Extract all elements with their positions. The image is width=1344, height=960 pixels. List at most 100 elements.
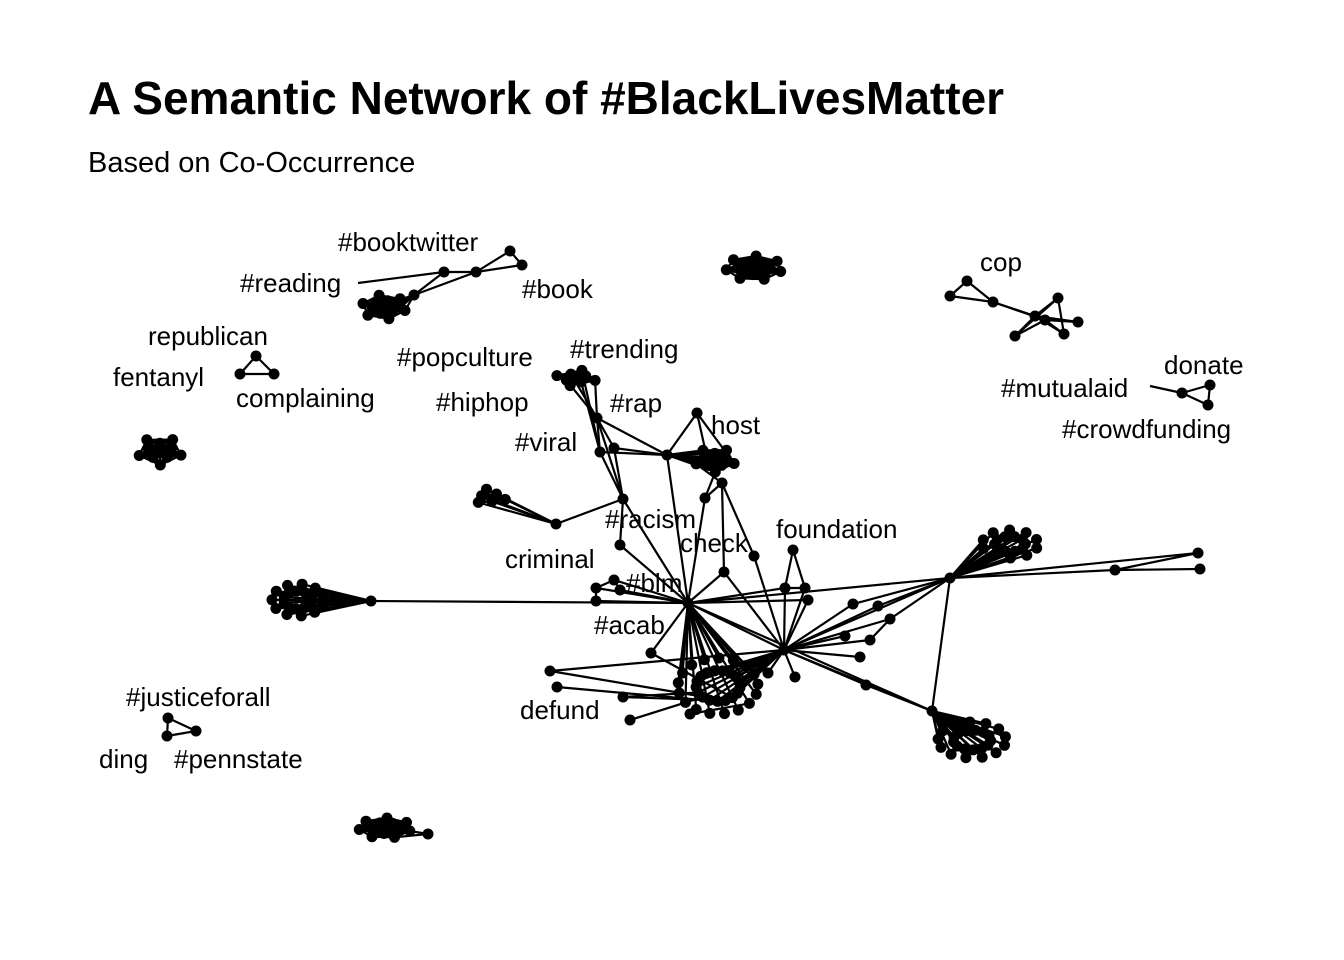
graph-edge: [622, 691, 699, 699]
node-label-trending: #trending: [570, 334, 678, 364]
graph-edge: [686, 497, 707, 604]
graph-node: [1009, 330, 1021, 342]
chart-subtitle: Based on Co-Occurrence: [88, 147, 416, 179]
graph-node: [719, 708, 730, 720]
graph-node: [154, 437, 166, 449]
graph-edge: [619, 588, 689, 605]
graph-node: [1052, 292, 1064, 304]
graph-node: [976, 743, 988, 754]
graph-node: [985, 735, 997, 747]
graph-node: [960, 752, 972, 764]
node-label-viral: #viral: [515, 427, 577, 457]
graph-edge: [949, 568, 1116, 580]
graph-node: [360, 815, 372, 827]
graph-edge: [687, 601, 933, 713]
graph-node: [682, 597, 694, 609]
graph-node: [365, 595, 377, 607]
graph-node: [691, 407, 703, 419]
graph-node: [926, 705, 938, 717]
graph-node: [720, 695, 731, 706]
graph-node: [404, 825, 416, 837]
graph-node: [1031, 542, 1043, 554]
graph-node: [608, 442, 620, 454]
graph-node: [408, 289, 420, 301]
graph-node: [980, 718, 992, 730]
graph-node: [624, 714, 636, 726]
graph-node: [872, 600, 884, 612]
graph-edge: [315, 587, 372, 603]
graph-edge: [783, 605, 879, 651]
graph-edge: [596, 417, 668, 456]
graph-node: [481, 483, 492, 495]
graph-node: [1192, 547, 1204, 559]
graph-node: [614, 539, 626, 551]
graph-node: [1019, 538, 1031, 550]
graph-node: [932, 733, 944, 745]
graph-node: [317, 599, 329, 611]
graph-node: [617, 691, 629, 703]
node-label-donate: donate: [1164, 350, 1244, 380]
graph-node: [860, 679, 872, 691]
graph-node: [270, 585, 282, 597]
graph-node: [357, 298, 369, 309]
graph-edge: [791, 549, 807, 589]
node-label-check: check: [680, 528, 749, 558]
graph-node: [516, 259, 528, 271]
graph-edge: [783, 603, 854, 651]
graph-edge: [783, 549, 795, 589]
graph-node: [591, 412, 603, 424]
graph-edge: [949, 551, 1199, 580]
graph-edge: [687, 598, 809, 605]
graph-node: [161, 451, 173, 463]
graph-edge: [599, 451, 624, 500]
graph-edge: [687, 571, 725, 604]
node-label-blm: #blm: [626, 568, 682, 598]
graph-node: [727, 654, 739, 666]
graph-node: [976, 751, 988, 763]
graph-node: [550, 518, 562, 530]
graph-edge: [782, 587, 787, 651]
graph-node: [758, 273, 770, 285]
graph-node: [551, 681, 563, 693]
graph-edge: [595, 417, 625, 500]
graph-node: [698, 654, 710, 666]
graph-node: [748, 550, 760, 562]
graph-node: [378, 828, 390, 839]
graph-node: [162, 712, 174, 724]
graph-node: [499, 493, 511, 505]
graph-node: [661, 449, 673, 461]
graph-node: [728, 254, 739, 266]
graph-edge: [681, 602, 690, 674]
graph-node: [728, 458, 740, 469]
graph-node: [680, 696, 691, 708]
node-label-racism: #racism: [605, 504, 696, 534]
graph-edge: [739, 649, 785, 689]
graph-node: [935, 741, 947, 753]
graph-node: [1021, 549, 1033, 561]
graph-edge: [665, 454, 690, 604]
graph-edge: [413, 271, 445, 296]
graph-edge: [949, 294, 994, 304]
graph-edge: [475, 263, 523, 274]
graph-node: [789, 671, 801, 683]
graph-node: [775, 266, 787, 277]
graph-edge: [594, 380, 599, 419]
graph-node: [383, 313, 395, 325]
graph-node: [948, 719, 960, 731]
graph-node: [544, 665, 556, 677]
graph-edge: [555, 497, 624, 526]
graph-node: [747, 269, 759, 281]
graph-node: [645, 647, 657, 659]
node-label-booktwitter: #booktwitter: [338, 227, 479, 257]
graph-node: [1039, 314, 1051, 326]
graph-edge: [596, 417, 615, 449]
node-label-hiphop: #hiphop: [436, 387, 529, 417]
graph-edge: [752, 555, 786, 651]
node-label-crowdfunding: #crowdfunding: [1062, 414, 1231, 444]
graph-node: [438, 266, 450, 278]
node-label-defund: defund: [520, 695, 600, 725]
graph-node: [732, 704, 744, 716]
graph-node: [147, 451, 159, 463]
graph-node: [590, 595, 602, 607]
graph-edge: [720, 482, 756, 557]
